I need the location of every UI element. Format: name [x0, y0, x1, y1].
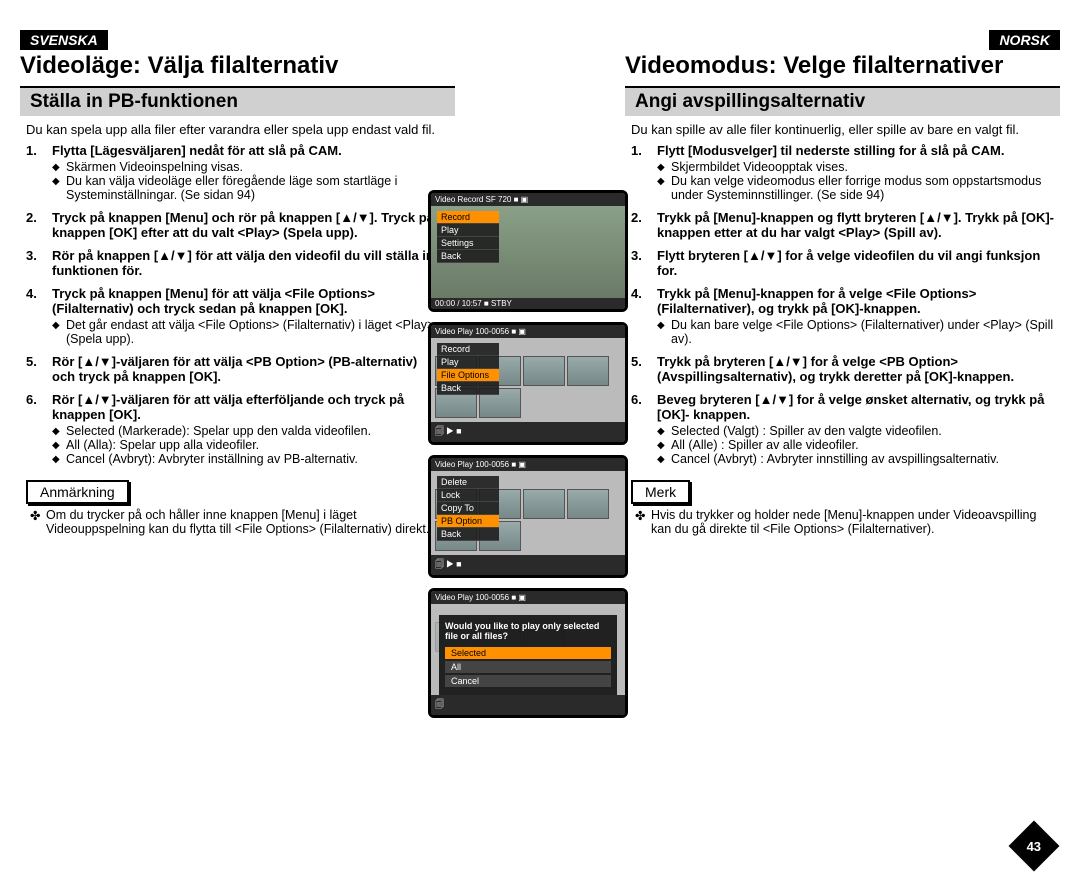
screen-menu: Record Play Settings Back	[437, 211, 499, 263]
screen-toolbar: 🗐 ▶ ■	[431, 422, 625, 442]
steps-list-left: Flytta [Lägesväljaren] nedåt för att slå…	[20, 143, 455, 466]
note-label-right: Merk	[631, 480, 690, 504]
step-item: Trykk på [Menu]-knappen for å velge <Fil…	[631, 286, 1054, 346]
screen-menu: Delete Lock Copy To PB Option Back	[437, 476, 499, 541]
step-item: Beveg bryteren [▲/▼] for å velge ønsket …	[631, 392, 1054, 466]
column-norsk: NORSK Videomodus: Velge filalternativer …	[625, 30, 1060, 536]
title-left: Videoläge: Välja filalternativ	[20, 52, 455, 80]
steps-list-right: Flytt [Modusvelger] til nederste stillin…	[625, 143, 1060, 466]
column-svenska: SVENSKA Videoläge: Välja filalternativ S…	[20, 30, 455, 536]
step-item: Flytta [Lägesväljaren] nedåt för att slå…	[26, 143, 439, 202]
step-item: Flytt [Modusvelger] til nederste stillin…	[631, 143, 1054, 202]
screen-header: Video Play 100-0056 ■ ▣	[431, 325, 625, 338]
step-item: Trykk på bryteren [▲/▼] for å velge <PB …	[631, 354, 1054, 384]
screenshot-6: 6 Video Play 100-0056 ■ ▣ Would you like…	[428, 588, 628, 718]
step-item: Rör [▲/▼]-väljaren för att välja <PB Opt…	[26, 354, 439, 384]
screen-toolbar: 🗐 ▶ ■	[431, 555, 625, 575]
step-item: Tryck på knappen [Menu] för att välja <F…	[26, 286, 439, 346]
device-screenshots-column: 2 Video Record SF 720 ■ ▣ Record Play Se…	[428, 190, 628, 728]
note-content-left: Om du trycker på och håller inne knappen…	[20, 508, 455, 536]
note-content-right: Hvis du trykker og holder nede [Menu]-kn…	[625, 508, 1060, 536]
step-item: Rör på knappen [▲/▼] för att välja den v…	[26, 248, 439, 278]
title-right: Videomodus: Velge filalternativer	[625, 52, 1060, 80]
dialog-option: Cancel	[445, 675, 611, 687]
step-item: Rör [▲/▼]-väljaren för att välja efterfö…	[26, 392, 439, 466]
screen-footer: 00:00 / 10:57 ■ STBY	[431, 298, 625, 309]
dialog-option: All	[445, 661, 611, 673]
screen-header: Video Record SF 720 ■ ▣	[431, 193, 625, 206]
step-item: Flytt bryteren [▲/▼] for å velge videofi…	[631, 248, 1054, 278]
screenshot-4: 4 Video Play 100-0056 ■ ▣ Record Play Fi…	[428, 322, 628, 445]
screen-header: Video Play 100-0056 ■ ▣	[431, 591, 625, 604]
section-heading-right: Angi avspillingsalternativ	[625, 86, 1060, 116]
screen-toolbar: 🗐	[431, 695, 625, 715]
dialog-text: Would you like to play only selected fil…	[445, 621, 611, 641]
screenshot-2: 2 Video Record SF 720 ■ ▣ Record Play Se…	[428, 190, 628, 312]
dialog-option: Selected	[445, 647, 611, 659]
intro-text-left: Du kan spela upp alla filer efter varand…	[20, 122, 455, 143]
language-tag-left: SVENSKA	[20, 30, 108, 50]
intro-text-right: Du kan spille av alle filer kontinuerlig…	[625, 122, 1060, 143]
step-item: Trykk på [Menu]-knappen og flytt brytere…	[631, 210, 1054, 240]
language-tag-right: NORSK	[989, 30, 1060, 50]
page-number-badge: 43	[1009, 821, 1060, 872]
note-label-left: Anmärkning	[26, 480, 129, 504]
step-item: Tryck på knappen [Menu] och rör på knapp…	[26, 210, 439, 240]
screen-menu: Record Play File Options Back	[437, 343, 499, 395]
screenshot-5: 5 Video Play 100-0056 ■ ▣ Delete Lock Co…	[428, 455, 628, 578]
section-heading-left: Ställa in PB-funktionen	[20, 86, 455, 116]
screen-header: Video Play 100-0056 ■ ▣	[431, 458, 625, 471]
dialog-box: Would you like to play only selected fil…	[439, 615, 617, 695]
